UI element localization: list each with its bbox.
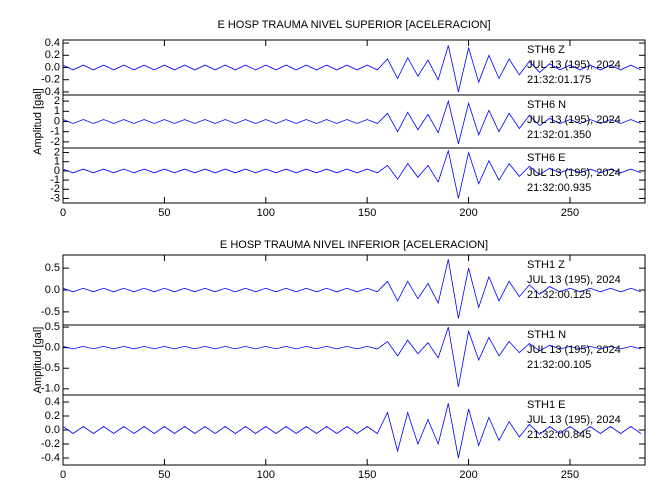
waveform	[62, 149, 642, 199]
y-tick-label: 2	[54, 95, 60, 107]
waveform	[62, 99, 642, 144]
trace-label: JUL 13 (195), 2024	[527, 114, 621, 126]
trace-label: 21:32:01.350	[527, 129, 591, 141]
trace-label: JUL 13 (195), 2024	[527, 274, 621, 286]
trace-label: JUL 13 (195), 2024	[527, 59, 621, 71]
x-tick-label: 200	[459, 207, 477, 219]
trace-label: STH6 Z	[527, 44, 565, 56]
y-tick-label: -1	[50, 126, 60, 138]
y-tick-label: 0.2	[45, 410, 60, 422]
x-tick-label: 250	[561, 469, 579, 481]
y-tick-label: 0.0	[45, 61, 60, 73]
y-tick-label: -0.2	[41, 438, 60, 450]
waveform	[62, 326, 641, 387]
y-axis-label: Amplitud [gal]	[32, 88, 44, 155]
y-tick-label: -2	[50, 136, 60, 148]
chart-title: E HOSP TRAUMA NIVEL SUPERIOR [ACELERACIO…	[217, 19, 490, 31]
y-tick-label: 0.0	[45, 342, 60, 354]
trace-label: 21:32:00.105	[527, 359, 591, 371]
y-tick-label: 0.4	[45, 396, 60, 408]
trace-label: JUL 13 (195), 2024	[527, 167, 621, 179]
y-tick-label: 0	[54, 165, 60, 177]
x-tick-label: 150	[358, 469, 376, 481]
y-tick-label: 2	[54, 146, 60, 158]
trace-label: 21:32:00.845	[527, 429, 591, 441]
trace-label: STH1 N	[527, 329, 566, 341]
x-tick-label: 250	[561, 207, 579, 219]
y-tick-label: 0.0	[45, 424, 60, 436]
y-tick-label: 0.2	[45, 49, 60, 61]
x-tick-label: 150	[358, 207, 376, 219]
waveform	[62, 259, 642, 319]
y-tick-label: -1.0	[41, 383, 60, 395]
trace-label: 21:32:00.935	[527, 182, 591, 194]
waveform	[62, 403, 642, 459]
x-tick-label: 100	[257, 207, 275, 219]
y-tick-label: -0.5	[41, 306, 60, 318]
y-tick-label: -0.4	[41, 452, 60, 464]
y-tick-label: -2	[50, 183, 60, 195]
trace-label: STH6 N	[527, 99, 566, 111]
trace-label: 21:32:00.125	[527, 289, 591, 301]
y-tick-label: -0.5	[41, 362, 60, 374]
trace-label: JUL 13 (195), 2024	[527, 414, 621, 426]
y-tick-label: 1	[54, 105, 60, 117]
y-tick-label: 0.5	[45, 262, 60, 274]
chart-title: E HOSP TRAUMA NIVEL INFERIOR [ACELERACIO…	[220, 239, 488, 251]
x-tick-label: 50	[158, 469, 170, 481]
panel-frame	[62, 147, 646, 204]
trace-label: STH6 E	[527, 152, 566, 164]
y-tick-label: -0.2	[41, 74, 60, 86]
y-tick-label: 0.0	[45, 284, 60, 296]
y-tick-label: 0.5	[45, 321, 60, 333]
x-tick-label: 0	[60, 207, 66, 219]
trace-label: 21:32:01.175	[527, 74, 591, 86]
trace-label: STH1 E	[527, 399, 566, 411]
y-tick-label: 1	[54, 156, 60, 168]
y-tick-label: 0.4	[45, 37, 60, 49]
y-axis-label: Amplitud [gal]	[32, 327, 44, 394]
x-tick-label: 0	[60, 469, 66, 481]
y-tick-label: -3	[50, 192, 60, 204]
y-tick-label: -0.4	[41, 86, 60, 98]
y-tick-label: 0	[54, 115, 60, 127]
x-tick-label: 100	[257, 469, 275, 481]
trace-label: JUL 13 (195), 2024	[527, 344, 621, 356]
trace-label: STH1 Z	[527, 259, 565, 271]
x-tick-label: 50	[158, 207, 170, 219]
y-tick-label: -1	[50, 174, 60, 186]
waveform	[62, 45, 642, 92]
x-tick-label: 200	[459, 469, 477, 481]
